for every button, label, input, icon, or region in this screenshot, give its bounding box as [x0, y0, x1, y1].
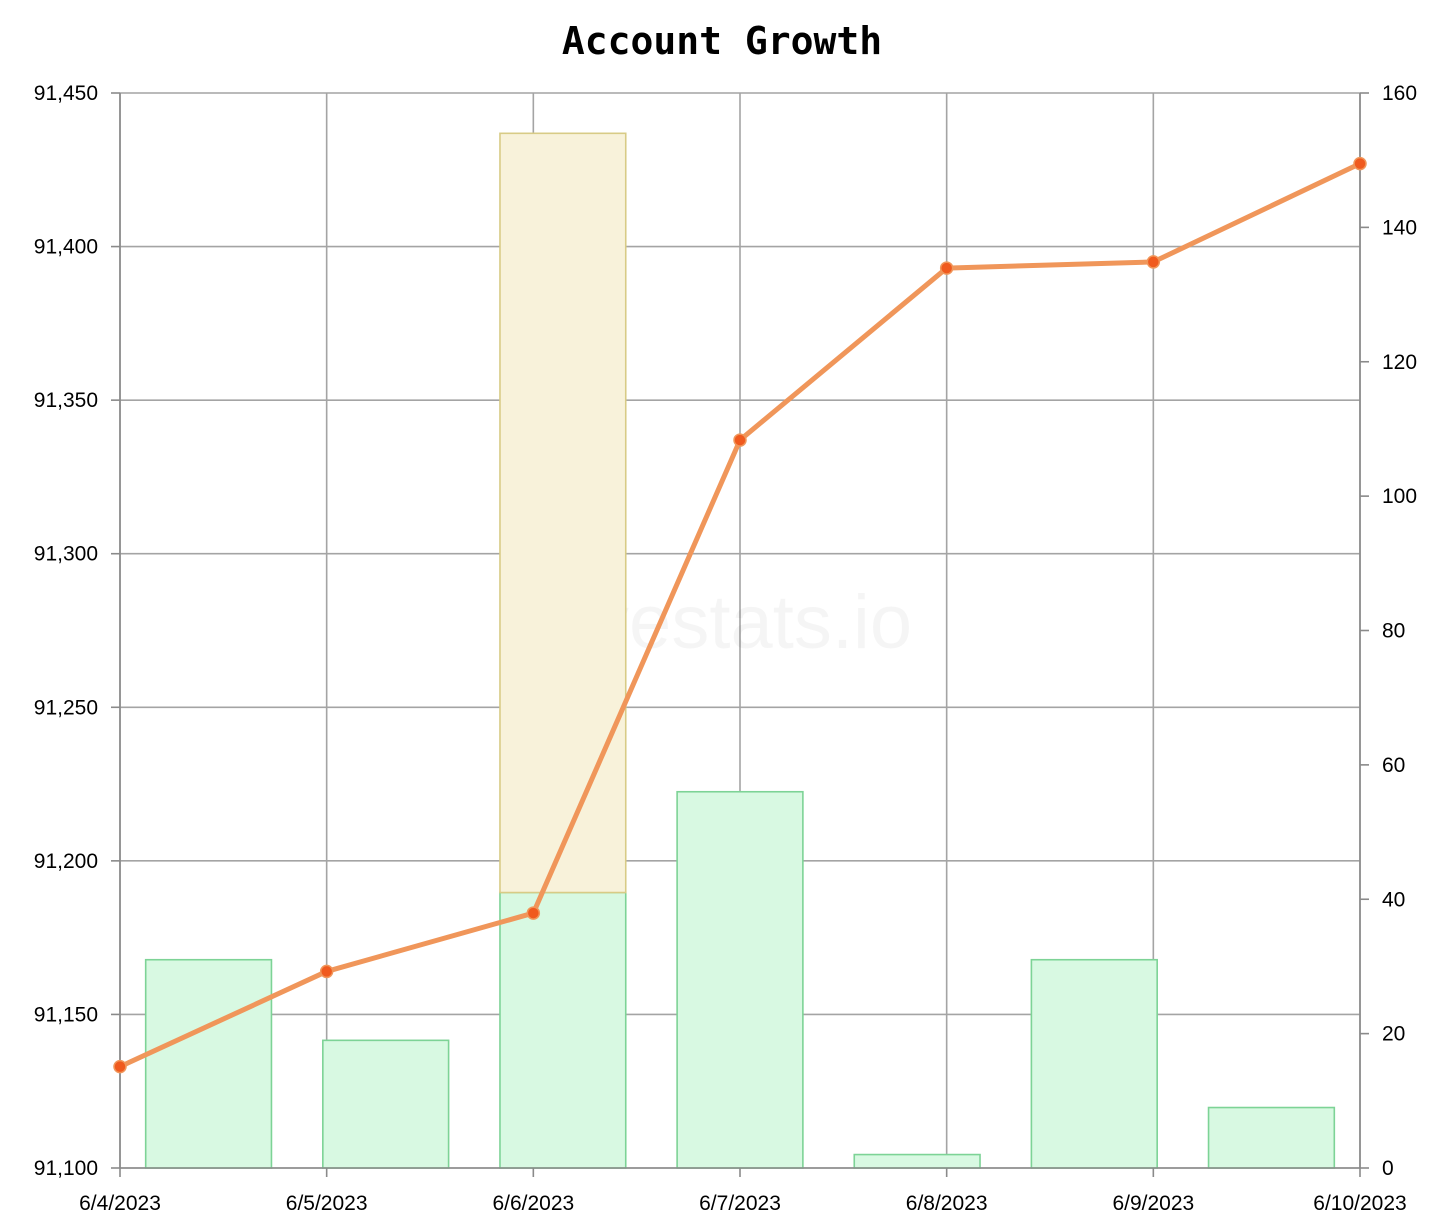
line-point	[319, 964, 334, 979]
right-axis-tick-label: 0	[1382, 1157, 1394, 1180]
bar	[853, 1153, 981, 1169]
right-axis-tick-label: 60	[1382, 754, 1405, 777]
left-axis-tick-label: 91,300	[34, 543, 98, 566]
bar	[676, 790, 804, 1169]
left-axis-tick-label: 91,250	[34, 696, 98, 719]
right-axis-tick-label: 100	[1382, 485, 1417, 508]
x-axis-tick-label: 6/5/2023	[286, 1192, 368, 1215]
right-axis-tick-label: 160	[1382, 82, 1417, 105]
right-axis-tick-label: 80	[1382, 620, 1405, 643]
bar	[1030, 958, 1158, 1169]
line-point	[526, 906, 541, 920]
line-point	[113, 1059, 127, 1074]
left-axis-tick-label: 91,400	[34, 236, 98, 259]
left-axis-tick-label: 91,100	[34, 1157, 98, 1180]
line-point	[1353, 156, 1367, 171]
right-axis-tick-label: 20	[1382, 1023, 1405, 1046]
left-axis-tick-label: 91,350	[34, 389, 98, 412]
right-axis-tick-label: 140	[1382, 216, 1417, 239]
left-axis-tick-label: 91,450	[34, 82, 98, 105]
bar	[1207, 1106, 1336, 1169]
line-point	[733, 433, 747, 447]
x-axis-tick-label: 6/6/2023	[492, 1192, 574, 1215]
left-axis-tick-label: 91,150	[34, 1003, 98, 1026]
x-axis-tick-label: 6/4/2023	[79, 1192, 161, 1215]
line-layer	[113, 156, 1367, 1074]
x-axis-tick-label: 6/7/2023	[699, 1192, 781, 1215]
bar-layer	[144, 132, 1336, 1169]
line-point	[939, 261, 954, 275]
x-axis-tick-label: 6/10/2023	[1313, 1192, 1406, 1215]
line-point	[1146, 255, 1161, 269]
right-axis-tick-label: 40	[1382, 888, 1405, 911]
bar	[144, 958, 273, 1169]
chart-title: Account Growth	[562, 19, 882, 63]
axis-layer	[111, 92, 1369, 1177]
x-axis-tick-label: 6/8/2023	[906, 1192, 988, 1215]
bar	[499, 891, 627, 1169]
bar	[322, 1039, 450, 1169]
x-axis-tick-label: 6/9/2023	[1112, 1192, 1194, 1215]
label-layer: 91,100 91,150 91,200 91,250 91,300 91,350 91,4…	[34, 82, 1417, 1215]
stacked-bar	[499, 132, 627, 894]
right-axis-tick-label: 120	[1382, 351, 1417, 374]
left-axis-tick-label: 91,200	[34, 850, 98, 873]
